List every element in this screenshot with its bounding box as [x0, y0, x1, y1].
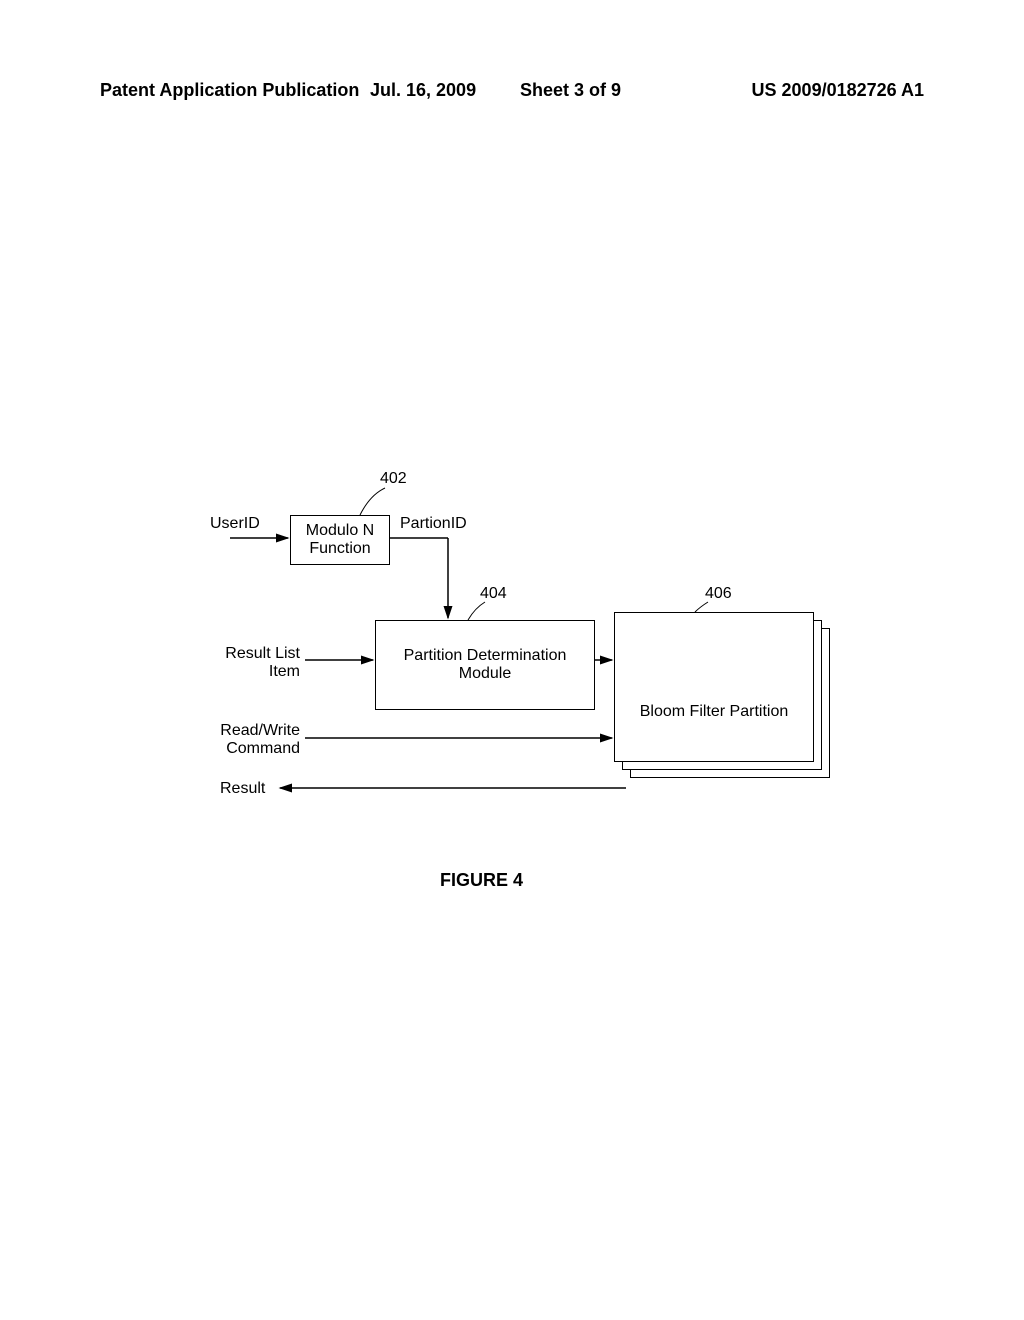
- bloom-partition-front: Bloom Filter Partition: [614, 612, 814, 762]
- userid-label: UserID: [210, 515, 260, 533]
- result-list-item-label: Result List Item: [210, 645, 300, 681]
- result-label: Result: [220, 780, 265, 798]
- figure-caption: FIGURE 4: [440, 870, 523, 891]
- modulo-n-box: Modulo N Function: [290, 515, 390, 565]
- modulo-line2: Function: [309, 540, 370, 558]
- header-pub-number: US 2009/0182726 A1: [752, 80, 924, 101]
- ref-402: 402: [380, 470, 407, 488]
- rli-line2: Item: [210, 663, 300, 681]
- pdm-line1: Partition Determination: [404, 647, 567, 665]
- partitionid-label: PartionID: [400, 515, 467, 533]
- rw-line1: Read/Write: [210, 722, 300, 740]
- modulo-line1: Modulo N: [306, 522, 374, 540]
- header-date: Jul. 16, 2009: [370, 80, 476, 101]
- rw-line2: Command: [210, 740, 300, 758]
- ref-406: 406: [705, 585, 732, 603]
- rli-line1: Result List: [210, 645, 300, 663]
- pdm-line2: Module: [459, 665, 511, 683]
- bloom-text: Bloom Filter Partition: [640, 703, 789, 721]
- ref-404: 404: [480, 585, 507, 603]
- header-sheet: Sheet 3 of 9: [520, 80, 621, 101]
- read-write-label: Read/Write Command: [210, 722, 300, 758]
- page-header: Patent Application Publication Jul. 16, …: [0, 80, 1024, 101]
- partition-determination-box: Partition Determination Module: [375, 620, 595, 710]
- figure-4-diagram: Modulo N Function Partition Determinatio…: [200, 460, 900, 880]
- header-pub-type: Patent Application Publication: [100, 80, 359, 101]
